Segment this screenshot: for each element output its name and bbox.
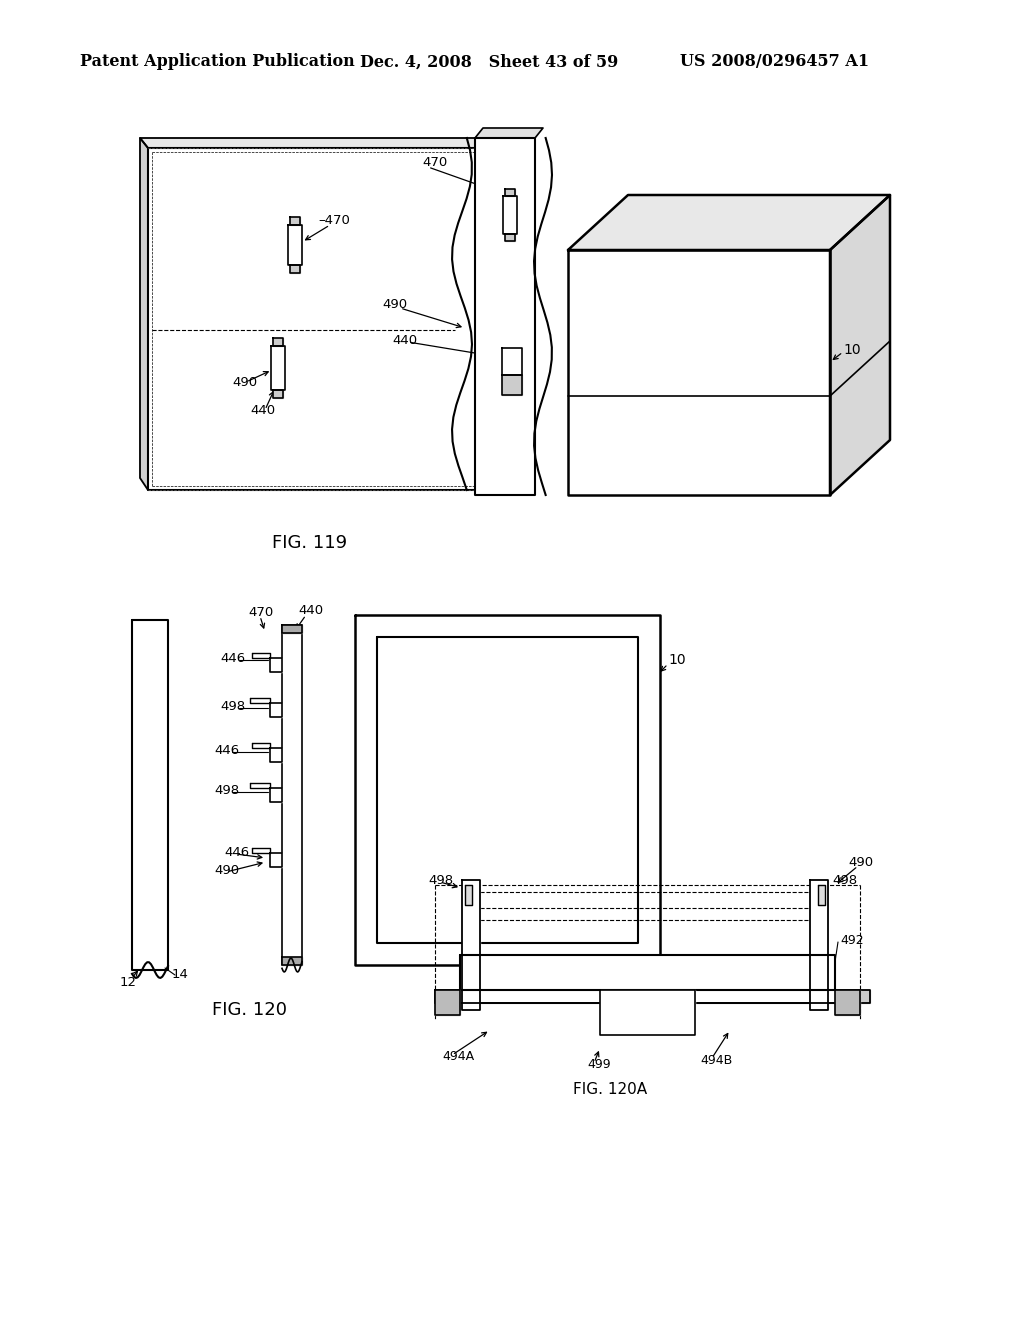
Text: –470: –470 [318, 214, 350, 227]
Polygon shape [288, 224, 302, 265]
Polygon shape [460, 954, 835, 990]
Text: 498: 498 [220, 700, 245, 713]
Polygon shape [600, 990, 695, 1035]
Polygon shape [502, 348, 522, 375]
Polygon shape [282, 624, 302, 965]
Text: 446: 446 [224, 846, 249, 858]
Polygon shape [273, 338, 283, 346]
Polygon shape [252, 653, 270, 657]
Polygon shape [271, 346, 285, 389]
Text: 490: 490 [382, 298, 408, 312]
Polygon shape [465, 884, 472, 906]
Polygon shape [270, 748, 282, 762]
Polygon shape [290, 265, 300, 273]
Text: 14: 14 [172, 969, 188, 982]
Polygon shape [282, 957, 302, 965]
Polygon shape [475, 128, 543, 139]
Polygon shape [148, 148, 488, 490]
Polygon shape [355, 615, 660, 965]
Text: 10: 10 [668, 653, 686, 667]
Polygon shape [282, 624, 302, 634]
Polygon shape [140, 139, 488, 148]
Text: 440: 440 [250, 404, 275, 417]
Text: 440: 440 [392, 334, 417, 346]
Text: 446: 446 [214, 743, 240, 756]
Polygon shape [835, 990, 860, 1015]
Polygon shape [250, 698, 270, 704]
Text: 12: 12 [120, 975, 137, 989]
Text: Dec. 4, 2008   Sheet 43 of 59: Dec. 4, 2008 Sheet 43 of 59 [360, 54, 618, 70]
Text: 494B: 494B [700, 1053, 732, 1067]
Text: 470: 470 [248, 606, 273, 619]
Polygon shape [818, 884, 825, 906]
Polygon shape [475, 139, 535, 495]
Polygon shape [270, 657, 282, 672]
Polygon shape [810, 880, 828, 1010]
Polygon shape [568, 249, 830, 495]
Text: 10: 10 [843, 343, 860, 356]
Polygon shape [435, 990, 870, 1003]
Text: US 2008/0296457 A1: US 2008/0296457 A1 [680, 54, 869, 70]
Polygon shape [505, 234, 515, 242]
Text: 499: 499 [587, 1059, 610, 1072]
Polygon shape [270, 853, 282, 867]
Text: 446: 446 [220, 652, 245, 664]
Polygon shape [435, 990, 460, 1015]
Polygon shape [568, 195, 890, 249]
Text: 492: 492 [840, 933, 863, 946]
Polygon shape [140, 139, 148, 490]
Text: Patent Application Publication: Patent Application Publication [80, 54, 354, 70]
Text: 490: 490 [848, 855, 873, 869]
Polygon shape [503, 195, 517, 234]
Text: FIG. 120A: FIG. 120A [573, 1082, 647, 1097]
Polygon shape [462, 880, 480, 1010]
Polygon shape [377, 638, 638, 942]
Polygon shape [252, 743, 270, 748]
Text: 498: 498 [428, 874, 454, 887]
Polygon shape [132, 620, 168, 970]
Text: FIG. 120: FIG. 120 [213, 1001, 288, 1019]
Text: 498: 498 [831, 874, 857, 887]
Text: 490: 490 [214, 863, 240, 876]
Polygon shape [502, 375, 522, 395]
Polygon shape [830, 195, 890, 495]
Text: 490: 490 [232, 375, 257, 388]
Polygon shape [270, 788, 282, 803]
Text: 470: 470 [422, 157, 447, 169]
Polygon shape [290, 216, 300, 224]
Polygon shape [270, 704, 282, 717]
Polygon shape [250, 783, 270, 788]
Polygon shape [505, 189, 515, 195]
Polygon shape [252, 847, 270, 853]
Polygon shape [273, 389, 283, 399]
Text: 440: 440 [298, 603, 324, 616]
Polygon shape [435, 990, 860, 1003]
Text: 494A: 494A [442, 1051, 474, 1064]
Text: 498: 498 [214, 784, 240, 796]
Text: FIG. 119: FIG. 119 [272, 535, 347, 552]
